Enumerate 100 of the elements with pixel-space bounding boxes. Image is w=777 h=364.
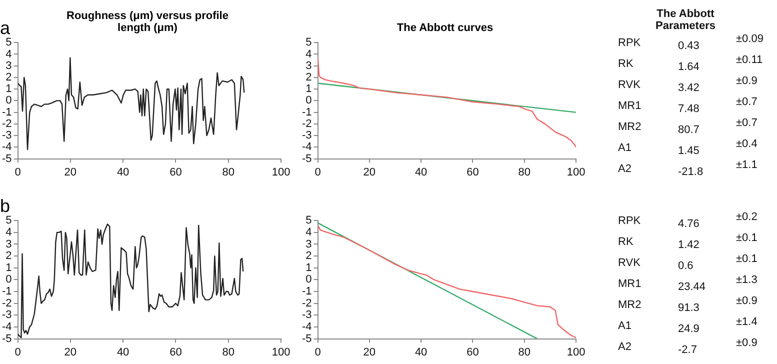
text: ±0.09 — [736, 32, 764, 44]
y-tick-label: 0 — [6, 94, 12, 107]
text: ±0.4 — [736, 138, 758, 150]
text: MR2 — [617, 298, 642, 310]
x-tick-label: 0 — [14, 166, 21, 178]
text: RVK — [617, 256, 642, 268]
y-tick-label: 1 — [306, 262, 312, 274]
x-tick-label: 100 — [272, 346, 290, 358]
text: 23.44 — [678, 280, 707, 292]
y-tick-label: 0 — [6, 274, 12, 286]
x-tick-label: 80 — [222, 346, 234, 358]
text: ±0.11 — [736, 54, 763, 66]
y-tick-label: -3 — [302, 130, 312, 142]
text: RK — [617, 58, 634, 70]
y-tick-label: 0 — [306, 94, 312, 107]
text: 0.43 — [678, 40, 700, 52]
text: ±1.1 — [736, 158, 758, 170]
x-tick-label: 100 — [566, 166, 586, 178]
y-tick-label: 4 — [306, 226, 312, 238]
x-tick-label: 0 — [14, 346, 21, 358]
text: a — [0, 18, 10, 38]
x-tick-label: 100 — [272, 166, 290, 178]
y-tick-label: 1 — [6, 262, 12, 274]
y-tick-label: 2 — [6, 71, 12, 84]
text: ±0.9 — [736, 294, 758, 306]
y-tick-label: 4 — [306, 48, 312, 60]
text: b — [0, 196, 10, 216]
text: 1.42 — [678, 238, 700, 250]
y-tick-label: 5 — [6, 36, 12, 49]
text: 24.9 — [678, 322, 700, 334]
y-tick-label: 4 — [6, 48, 12, 60]
x-tick-label: 20 — [64, 166, 77, 178]
y-tick-label: -5 — [302, 152, 312, 165]
x-tick-label: 20 — [363, 166, 376, 178]
text: ±0.7 — [736, 96, 758, 108]
y-tick-label: 3 — [306, 238, 312, 250]
text: 0.6 — [678, 260, 694, 272]
text: 91.3 — [678, 302, 700, 314]
text: 80.7 — [678, 124, 700, 136]
chart-title: The Abbott curves — [396, 22, 494, 34]
y-tick-label: -2 — [2, 118, 12, 130]
text: RPK — [617, 36, 642, 48]
text: 1.64 — [678, 60, 700, 72]
y-tick-label: 5 — [306, 214, 312, 227]
text: A1 — [617, 320, 632, 332]
x-tick-label: 0 — [314, 166, 321, 178]
y-tick-label: 3 — [6, 238, 12, 250]
x-tick-label: 40 — [414, 346, 428, 358]
x-tick-label: 40 — [116, 166, 130, 178]
text: ±1.3 — [736, 274, 758, 286]
text: -2.7 — [678, 344, 698, 356]
text: 3.42 — [678, 82, 700, 94]
text: ±0.9 — [736, 74, 758, 86]
y-tick-label: -2 — [302, 297, 312, 310]
text: ±0.7 — [736, 116, 758, 128]
x-tick-label: 60 — [170, 166, 182, 178]
y-tick-label: -1 — [302, 106, 312, 118]
y-tick-label: -1 — [2, 286, 12, 298]
x-tick-label: 20 — [363, 346, 376, 358]
x-tick-label: 40 — [414, 166, 428, 178]
text: RPK — [617, 214, 642, 226]
y-tick-label: -4 — [2, 141, 12, 154]
x-tick-label: 60 — [466, 166, 479, 178]
y-tick-label: -2 — [2, 297, 12, 310]
y-tick-label: 5 — [306, 36, 312, 49]
y-tick-label: 1 — [306, 83, 312, 96]
y-tick-label: 2 — [306, 250, 312, 262]
y-tick-label: -5 — [2, 152, 12, 165]
text: -21.8 — [678, 166, 704, 178]
y-tick-label: 2 — [306, 71, 312, 84]
x-tick-label: 60 — [170, 346, 182, 358]
text: ±0.9 — [736, 336, 758, 348]
x-tick-label: 20 — [64, 346, 77, 358]
text: A1 — [617, 142, 632, 154]
x-tick-label: 0 — [314, 346, 321, 358]
y-tick-label: -3 — [2, 309, 12, 322]
y-tick-label: 1 — [6, 83, 12, 96]
x-tick-label: 80 — [518, 346, 530, 358]
text: ±1.4 — [736, 316, 758, 328]
text: RVK — [617, 78, 642, 90]
text: MR1 — [617, 278, 642, 290]
text: ±0.2 — [736, 210, 758, 222]
y-tick-label: -4 — [302, 141, 312, 154]
y-tick-label: -5 — [302, 332, 312, 345]
x-tick-label: 80 — [222, 166, 234, 178]
text: A2 — [617, 162, 632, 174]
y-tick-label: -1 — [302, 286, 312, 298]
text: ±0.1 — [736, 252, 758, 264]
text: 4.76 — [678, 218, 700, 230]
text: A2 — [617, 340, 632, 352]
x-tick-label: 40 — [116, 346, 130, 358]
y-tick-label: -3 — [2, 130, 12, 142]
text: MR1 — [617, 100, 642, 112]
x-tick-label: 100 — [566, 346, 586, 358]
y-tick-label: -4 — [2, 321, 12, 334]
y-tick-label: 4 — [6, 226, 12, 238]
y-tick-label: 3 — [306, 60, 312, 72]
y-tick-label: -3 — [302, 309, 312, 322]
chart-title: Roughness (μm) versus profile length (μm) — [66, 10, 230, 34]
y-tick-label: 2 — [6, 250, 12, 262]
